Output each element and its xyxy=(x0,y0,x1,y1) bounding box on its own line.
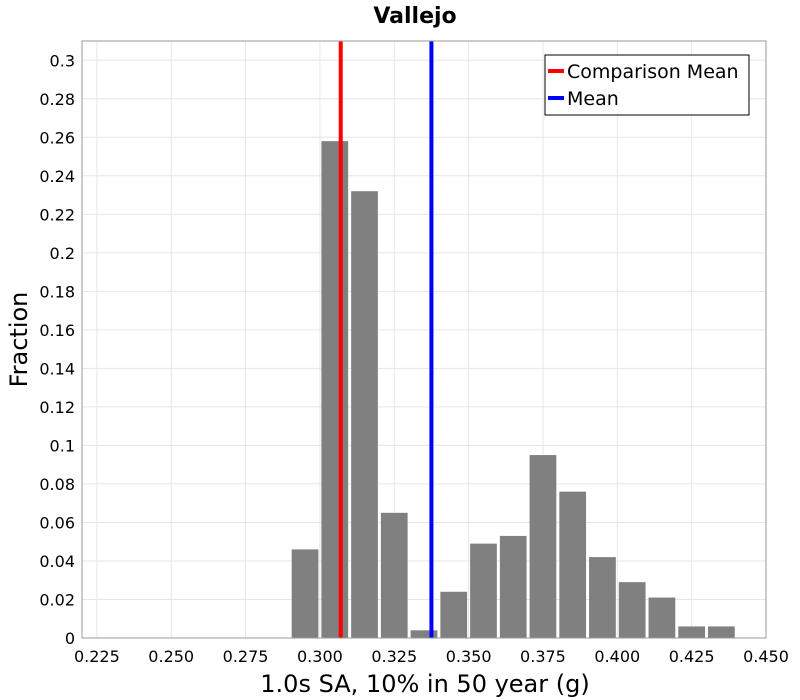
histogram-bar xyxy=(708,626,735,638)
histogram-bar xyxy=(440,591,468,638)
y-tick-label: 0.04 xyxy=(39,552,75,571)
x-tick-label: 0.325 xyxy=(371,647,417,666)
histogram-bar xyxy=(529,455,557,638)
x-tick-label: 0.375 xyxy=(520,647,566,666)
legend-label: Comparison Mean xyxy=(567,61,739,83)
x-axis-ticks: 0.225 0.250 0.275 0.300 0.325 0.350 0.375 0.400… xyxy=(74,647,789,666)
histogram-bar xyxy=(678,626,706,638)
x-tick-label: 0.450 xyxy=(743,647,789,666)
histogram-bar xyxy=(559,491,587,638)
x-tick-label: 0.250 xyxy=(148,647,194,666)
histogram-bar xyxy=(321,141,349,638)
histogram-bar xyxy=(499,535,527,638)
histogram-bar xyxy=(589,557,616,638)
y-tick-label: 0.22 xyxy=(39,205,75,224)
grid xyxy=(82,41,767,639)
histogram-bar xyxy=(410,630,438,638)
y-tick-label: 0.08 xyxy=(39,475,75,494)
x-tick-label: 0.350 xyxy=(446,647,492,666)
legend-label: Mean xyxy=(567,88,619,110)
x-axis-title: 1.0s SA, 10% in 50 year (g) xyxy=(260,670,589,698)
mean-lines xyxy=(338,41,434,638)
y-tick-label: 0.12 xyxy=(39,398,75,417)
histogram-bar xyxy=(648,597,676,638)
histogram-bar xyxy=(618,582,646,638)
y-tick-label: 0.02 xyxy=(39,590,75,609)
x-tick-label: 0.275 xyxy=(223,647,269,666)
legend: Comparison Mean Mean xyxy=(544,54,750,116)
x-tick-label: 0.425 xyxy=(669,647,715,666)
histogram-bar xyxy=(291,549,319,638)
y-tick-label: 0 xyxy=(65,629,75,648)
histogram-bar xyxy=(470,543,497,638)
histogram-bar xyxy=(380,512,408,638)
y-tick-label: 0.1 xyxy=(50,436,75,455)
y-axis-title: Fraction xyxy=(5,292,33,388)
y-tick-label: 0.28 xyxy=(39,90,75,109)
x-tick-label: 0.300 xyxy=(297,647,343,666)
y-tick-label: 0.16 xyxy=(39,321,75,340)
y-tick-label: 0.24 xyxy=(39,167,75,186)
histogram-bar xyxy=(351,191,378,639)
y-tick-label: 0.3 xyxy=(50,51,75,70)
legend-box xyxy=(544,54,750,116)
y-tick-label: 0.14 xyxy=(39,359,75,378)
x-tick-label: 0.400 xyxy=(594,647,640,666)
y-tick-label: 0.26 xyxy=(39,128,75,147)
x-tick-label: 0.225 xyxy=(74,647,120,666)
plot-area xyxy=(81,40,767,639)
y-tick-label: 0.06 xyxy=(39,513,75,532)
y-tick-label: 0.2 xyxy=(50,244,75,263)
chart-title: Vallejo xyxy=(373,4,456,29)
y-tick-label: 0.18 xyxy=(39,282,75,301)
histogram-bars xyxy=(291,141,735,639)
y-axis-ticks: 0 0.02 0.04 0.06 0.08 0.1 0.12 0.14 0.16 0.18 0.2 0… xyxy=(39,51,75,648)
